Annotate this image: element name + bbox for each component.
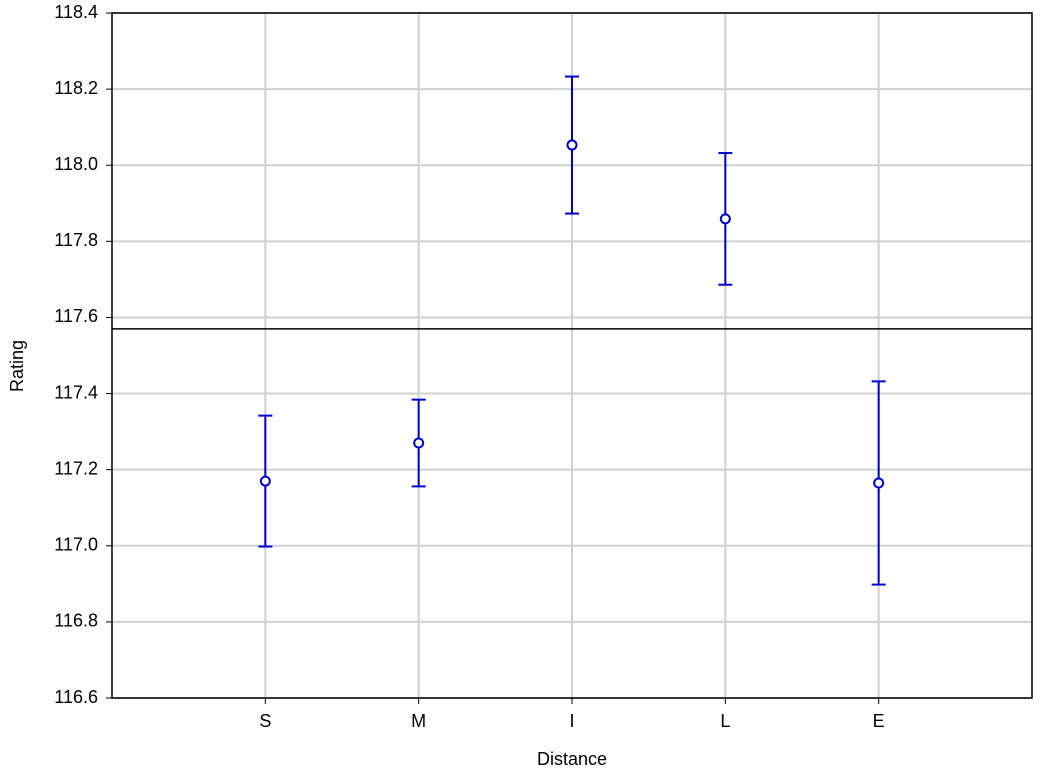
- y-tick-label: 118.0: [54, 154, 98, 174]
- point: [873, 477, 885, 489]
- y-tick-label: 118.2: [54, 78, 98, 98]
- y-tick-label: 116.6: [54, 687, 98, 707]
- y-axis-label: Rating: [7, 340, 27, 392]
- point: [413, 437, 425, 449]
- x-tick-label: M: [411, 711, 426, 731]
- x-tick-label: L: [720, 711, 730, 731]
- x-tick-label: S: [259, 711, 271, 731]
- y-tick-label: 116.8: [54, 611, 98, 631]
- x-axis-label: Distance: [537, 749, 607, 769]
- y-tick-label: 117.8: [54, 230, 98, 250]
- y-tick-label: 117.2: [54, 458, 98, 478]
- plot-frame: [111, 12, 1033, 699]
- point: [719, 213, 731, 225]
- y-tick-label: 118.4: [54, 2, 98, 22]
- x-tick-label: I: [569, 711, 574, 731]
- y-tick-label: 117.0: [54, 535, 98, 555]
- y-tick-label: 117.6: [54, 306, 98, 326]
- y-tick-label: 117.4: [54, 382, 98, 402]
- point: [566, 139, 578, 151]
- x-tick-label: E: [873, 711, 885, 731]
- point: [259, 475, 271, 487]
